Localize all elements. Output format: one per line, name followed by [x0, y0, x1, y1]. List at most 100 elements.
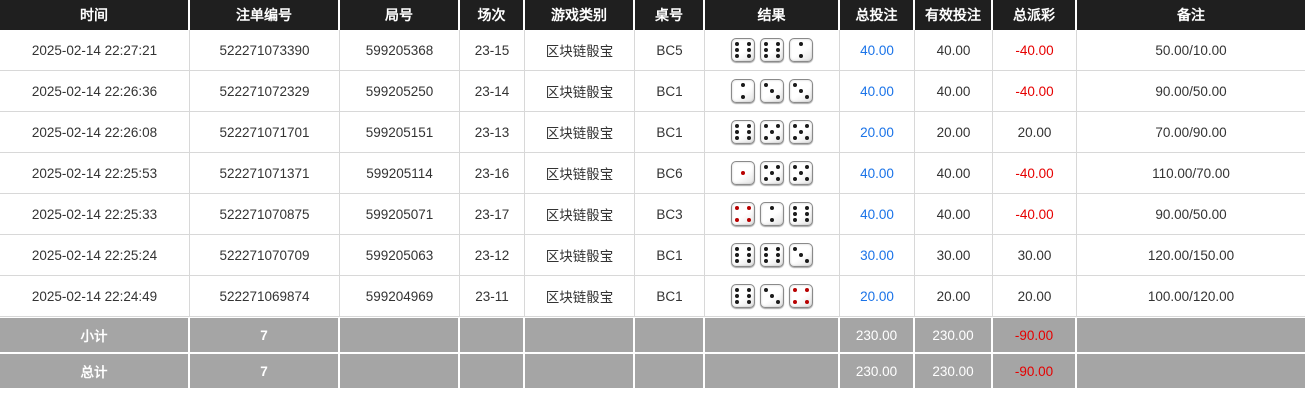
col-header-result: 结果 — [705, 0, 840, 30]
cell-session: 23-14 — [460, 71, 525, 112]
subtotal-count: 7 — [190, 317, 340, 354]
grand-total-valid-bet: 230.00 — [915, 354, 993, 390]
subtotal-valid-bet: 230.00 — [915, 317, 993, 354]
cell-valid-bet: 40.00 — [915, 153, 993, 194]
cell-total-payout: 30.00 — [993, 235, 1077, 276]
table-row: 2025-02-14 22:25:24 522271070709 599205063… — [0, 235, 1305, 276]
cell-round-number: 599205250 — [340, 71, 460, 112]
cell-remark: 70.00/90.00 — [1077, 112, 1305, 153]
cell-game-type: 区块链骰宝 — [525, 112, 635, 153]
die-6-icon — [731, 284, 755, 308]
cell-valid-bet: 20.00 — [915, 276, 993, 317]
die-5-icon — [760, 161, 784, 185]
cell-valid-bet: 40.00 — [915, 30, 993, 71]
cell-round-number: 599204969 — [340, 276, 460, 317]
subtotal-row: 小计 7 230.00 230.00 -90.00 — [0, 317, 1305, 354]
col-header-remark: 备注 — [1077, 0, 1305, 30]
table-row: 2025-02-14 22:26:08 522271071701 599205151… — [0, 112, 1305, 153]
grand-total-empty-cell — [340, 354, 460, 390]
die-5-icon — [789, 161, 813, 185]
die-6-icon — [731, 243, 755, 267]
cell-bet-number: 522271070709 — [190, 235, 340, 276]
die-2-icon — [731, 79, 755, 103]
cell-time: 2025-02-14 22:25:24 — [0, 235, 190, 276]
die-6-icon — [789, 202, 813, 226]
cell-session: 23-16 — [460, 153, 525, 194]
cell-total-bet: 40.00 — [840, 153, 915, 194]
cell-round-number: 599205151 — [340, 112, 460, 153]
col-header-total-bet: 总投注 — [840, 0, 915, 30]
cell-valid-bet: 40.00 — [915, 71, 993, 112]
subtotal-empty-cell — [340, 317, 460, 354]
dice-result — [709, 202, 835, 226]
cell-total-payout: 20.00 — [993, 276, 1077, 317]
cell-remark: 50.00/10.00 — [1077, 30, 1305, 71]
cell-total-bet: 30.00 — [840, 235, 915, 276]
subtotal-total-bet: 230.00 — [840, 317, 915, 354]
subtotal-label: 小计 — [0, 317, 190, 354]
cell-game-type: 区块链骰宝 — [525, 153, 635, 194]
cell-total-bet: 40.00 — [840, 194, 915, 235]
cell-result — [705, 153, 840, 194]
cell-total-payout: -40.00 — [993, 194, 1077, 235]
cell-game-type: 区块链骰宝 — [525, 276, 635, 317]
table-row: 2025-02-14 22:25:33 522271070875 599205071… — [0, 194, 1305, 235]
grand-total-payout: -90.00 — [993, 354, 1077, 390]
subtotal-empty-cell — [635, 317, 705, 354]
die-5-icon — [760, 120, 784, 144]
table-row: 2025-02-14 22:26:36 522271072329 599205250… — [0, 71, 1305, 112]
table-row: 2025-02-14 22:24:49 522271069874 599204969… — [0, 276, 1305, 317]
cell-remark: 110.00/70.00 — [1077, 153, 1305, 194]
cell-session: 23-12 — [460, 235, 525, 276]
col-header-bet-number: 注单编号 — [190, 0, 340, 30]
dice-result — [709, 243, 835, 267]
col-header-table-number: 桌号 — [635, 0, 705, 30]
cell-total-bet: 40.00 — [840, 71, 915, 112]
die-6-icon — [760, 243, 784, 267]
bet-records-table: 时间 注单编号 局号 场次 游戏类别 桌号 结果 总投注 有效投注 总派彩 备注… — [0, 0, 1305, 390]
table-header-row: 时间 注单编号 局号 场次 游戏类别 桌号 结果 总投注 有效投注 总派彩 备注 — [0, 0, 1305, 30]
cell-total-bet: 20.00 — [840, 276, 915, 317]
die-6-icon — [731, 120, 755, 144]
cell-result — [705, 71, 840, 112]
die-3-icon — [789, 79, 813, 103]
col-header-round-number: 局号 — [340, 0, 460, 30]
cell-valid-bet: 30.00 — [915, 235, 993, 276]
subtotal-empty-cell — [1077, 317, 1305, 354]
grand-total-empty-cell — [460, 354, 525, 390]
cell-bet-number: 522271071371 — [190, 153, 340, 194]
cell-game-type: 区块链骰宝 — [525, 71, 635, 112]
dice-result — [709, 79, 835, 103]
dice-result — [709, 284, 835, 308]
cell-session: 23-11 — [460, 276, 525, 317]
col-header-total-payout: 总派彩 — [993, 0, 1077, 30]
grand-total-empty-cell — [635, 354, 705, 390]
table-row: 2025-02-14 22:25:53 522271071371 599205114… — [0, 153, 1305, 194]
cell-result — [705, 235, 840, 276]
col-header-session: 场次 — [460, 0, 525, 30]
cell-session: 23-15 — [460, 30, 525, 71]
grand-total-empty-cell — [525, 354, 635, 390]
cell-total-bet: 40.00 — [840, 30, 915, 71]
cell-game-type: 区块链骰宝 — [525, 194, 635, 235]
cell-total-bet: 20.00 — [840, 112, 915, 153]
cell-bet-number: 522271070875 — [190, 194, 340, 235]
cell-time: 2025-02-14 22:25:33 — [0, 194, 190, 235]
die-3-icon — [760, 79, 784, 103]
grand-total-total-bet: 230.00 — [840, 354, 915, 390]
dice-result — [709, 161, 835, 185]
cell-remark: 100.00/120.00 — [1077, 276, 1305, 317]
cell-result — [705, 112, 840, 153]
cell-total-payout: -40.00 — [993, 30, 1077, 71]
die-3-icon — [789, 243, 813, 267]
grand-total-empty-cell — [705, 354, 840, 390]
grand-total-count: 7 — [190, 354, 340, 390]
die-4-icon — [789, 284, 813, 308]
die-5-icon — [789, 120, 813, 144]
cell-total-payout: 20.00 — [993, 112, 1077, 153]
cell-time: 2025-02-14 22:24:49 — [0, 276, 190, 317]
die-4-icon — [731, 202, 755, 226]
cell-game-type: 区块链骰宝 — [525, 30, 635, 71]
cell-round-number: 599205063 — [340, 235, 460, 276]
cell-valid-bet: 40.00 — [915, 194, 993, 235]
